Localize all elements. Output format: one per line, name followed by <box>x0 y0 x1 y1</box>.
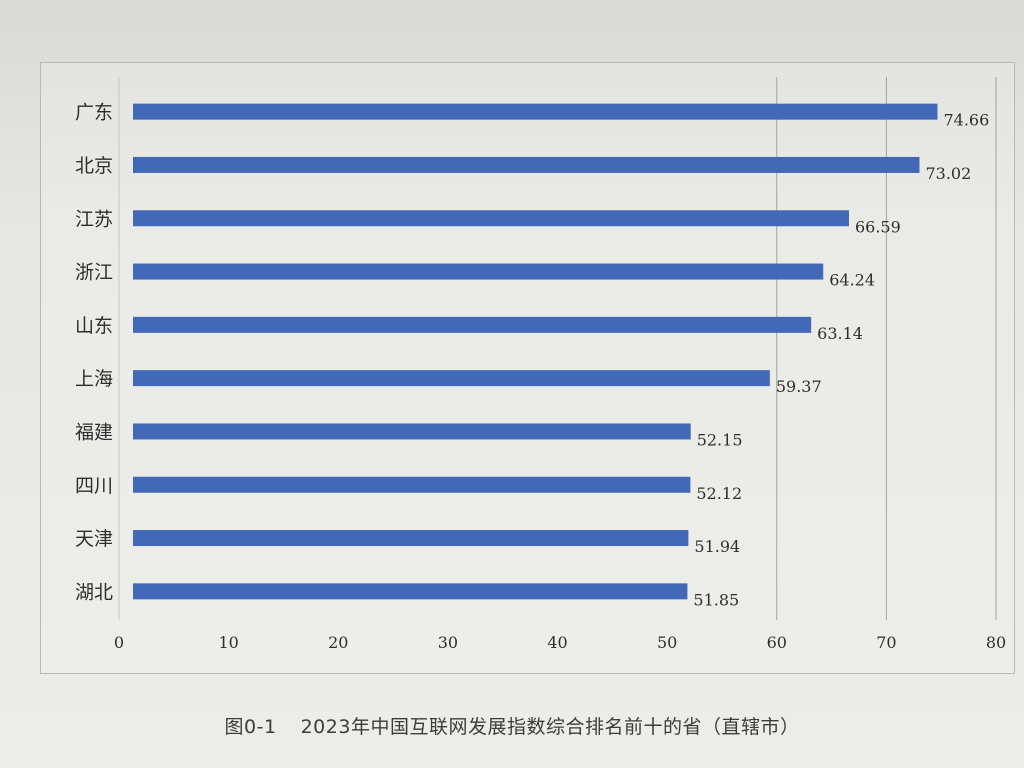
category-label-湖北: 湖北 <box>75 581 113 603</box>
figure-caption-text: 2023年中国互联网发展指数综合排名前十的省（直辖市） <box>300 716 800 738</box>
figure-caption: 图0-1 2023年中国互联网发展指数综合排名前十的省（直辖市） <box>0 712 1024 739</box>
bar-上海 <box>133 370 770 387</box>
data-labels: 74.66 73.02 66.59 64.24 63.14 59.37 52.15 52.12… <box>693 111 989 610</box>
x-tick-label-50: 50 <box>657 633 677 652</box>
bar-福建 <box>133 423 691 440</box>
data-label-湖北: 51.85 <box>693 590 739 609</box>
bar-浙江 <box>133 263 824 280</box>
x-tick-label-30: 30 <box>438 633 458 652</box>
data-label-四川: 52.12 <box>696 484 742 503</box>
data-label-北京: 73.02 <box>925 164 971 183</box>
x-tick-label-20: 20 <box>328 633 348 652</box>
x-tick-label-70: 70 <box>876 633 896 652</box>
x-tick-label-0: 0 <box>114 633 124 652</box>
data-label-江苏: 66.59 <box>855 217 901 236</box>
category-label-福建: 福建 <box>75 421 113 443</box>
x-tick-label-80: 80 <box>986 633 1006 652</box>
data-label-山东: 63.14 <box>817 324 863 343</box>
bar-江苏 <box>133 210 849 227</box>
data-label-广东: 74.66 <box>943 111 989 130</box>
bar-北京 <box>133 156 920 173</box>
category-label-天津: 天津 <box>75 528 113 550</box>
category-label-浙江: 浙江 <box>75 262 113 284</box>
data-label-浙江: 64.24 <box>829 271 875 290</box>
figure-number: 图0-1 <box>224 716 277 738</box>
data-label-福建: 52.15 <box>697 430 743 449</box>
bar-广东 <box>133 103 938 120</box>
chart-frame: 广东北京江苏浙江山东上海福建四川天津湖北 74.66 73.02 66.59 64.24… <box>40 62 1015 674</box>
bar-山东 <box>133 316 812 333</box>
bar-天津 <box>133 530 689 547</box>
category-label-山东: 山东 <box>75 315 113 337</box>
category-label-广东: 广东 <box>75 102 113 124</box>
x-tick-labels: 0 10 20 30 40 50 60 70 80 <box>114 633 1006 652</box>
bars <box>133 103 938 600</box>
x-tick-label-10: 10 <box>218 633 238 652</box>
data-label-上海: 59.37 <box>776 377 822 396</box>
category-label-上海: 上海 <box>75 368 113 390</box>
category-label-江苏: 江苏 <box>75 208 113 230</box>
x-tick-label-60: 60 <box>767 633 787 652</box>
category-label-四川: 四川 <box>75 475 113 497</box>
bar-湖北 <box>133 583 688 600</box>
data-label-天津: 51.94 <box>694 537 740 556</box>
bar-四川 <box>133 476 691 493</box>
category-label-北京: 北京 <box>75 155 113 177</box>
x-tick-label-40: 40 <box>547 633 567 652</box>
